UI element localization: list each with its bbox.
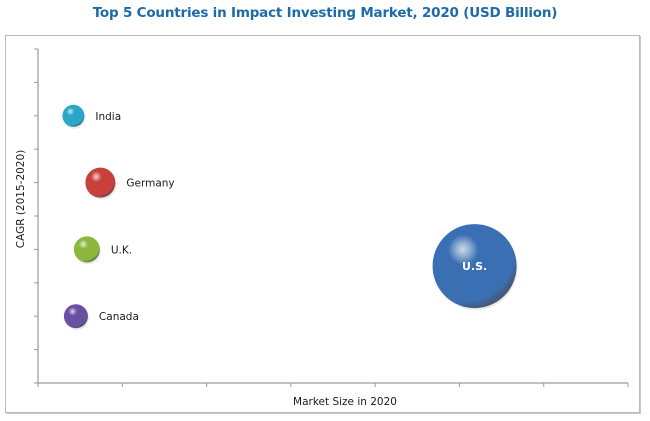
bubble-us[interactable]	[432, 224, 517, 309]
chart-title: Top 5 Countries in Impact Investing Mark…	[92, 5, 558, 21]
bubble-tint	[73, 236, 100, 263]
bubble-tint	[85, 167, 116, 198]
bubble-label: U.K.	[111, 244, 132, 256]
bubble-tint	[62, 104, 85, 127]
y-axis-title: CAGR (2015-2020)	[15, 150, 27, 249]
bubbles: India Germany U.K. Canada U.S.	[62, 104, 518, 331]
bubble-tint	[432, 224, 517, 309]
bubble-label: Germany	[126, 178, 174, 190]
bubble-germany[interactable]	[85, 167, 116, 198]
bubble-label: U.S.	[462, 260, 487, 273]
bubble-label: Canada	[99, 311, 139, 323]
chart-frame	[5, 35, 640, 413]
bubble-india[interactable]	[62, 104, 85, 127]
x-axis-title: Market Size in 2020	[293, 396, 397, 408]
bubble-uk[interactable]	[73, 236, 100, 263]
bubble-canada[interactable]	[63, 304, 88, 329]
bubble-label: India	[95, 111, 121, 123]
axes	[34, 48, 629, 387]
bubble-tint	[63, 304, 88, 329]
